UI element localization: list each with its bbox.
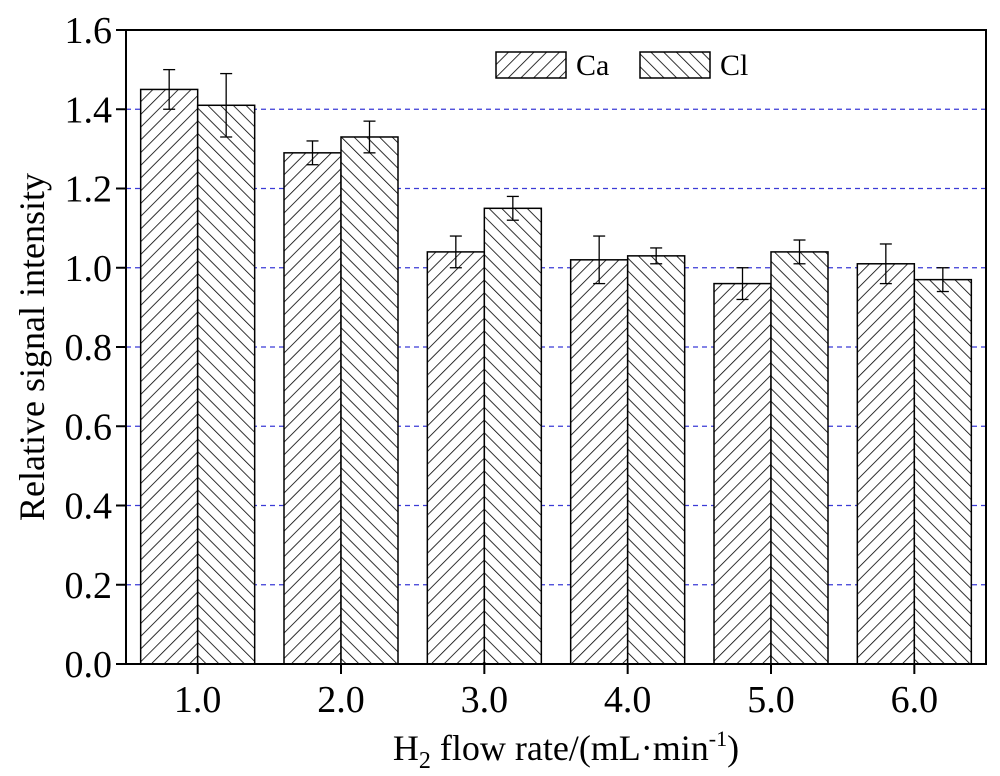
y-tick-label: 0.4 (65, 486, 113, 528)
x-tick-label: 3.0 (461, 679, 509, 721)
y-tick-label: 0.2 (65, 565, 113, 607)
bar-ca (569, 259, 629, 665)
bar-ca (139, 88, 199, 665)
bar-ca (713, 282, 772, 665)
legend-swatch-cl (639, 51, 711, 79)
x-axis-title-subscript: 2 (419, 748, 431, 774)
bar-cl (483, 207, 543, 665)
legend: Ca Cl (495, 49, 748, 82)
x-axis-title-main: H (393, 728, 419, 768)
y-axis: 0.0 0.2 0.4 0.6 0.8 1.0 1.2 1.4 1.6 (65, 10, 126, 686)
error-bars (163, 68, 949, 301)
bar-ca (856, 263, 916, 665)
bars (139, 88, 973, 665)
y-tick-label: 0.8 (65, 327, 113, 369)
x-axis-title: H2 flow rate/(mL·min-1) (393, 726, 739, 774)
x-axis-title-superscript: -1 (709, 726, 727, 751)
x-tick-label: 6.0 (891, 679, 939, 721)
x-tick-label: 2.0 (317, 679, 365, 721)
x-axis-title-rest: flow rate/(mL·min (431, 728, 709, 768)
y-tick-label: 1.6 (65, 10, 113, 52)
x-tick-label: 4.0 (604, 679, 652, 721)
legend-label-ca: Ca (576, 49, 609, 82)
legend-label-cl: Cl (720, 49, 748, 82)
y-tick-label: 0.0 (65, 644, 113, 686)
x-tick-label: 1.0 (174, 679, 222, 721)
y-tick-label: 0.6 (65, 406, 113, 448)
bar-cl (770, 251, 829, 665)
y-tick-label: 1.2 (65, 169, 113, 211)
bar-cl (913, 278, 973, 665)
bar-cl (626, 255, 686, 665)
x-axis-title-end: ) (727, 728, 739, 768)
y-tick-label: 1.4 (65, 89, 113, 131)
y-axis-title: Relative signal intensity (12, 173, 52, 521)
bar-ca (283, 152, 342, 665)
bar-cl (340, 136, 399, 665)
y-tick-label: 1.0 (65, 248, 113, 290)
x-tick-label: 5.0 (747, 679, 795, 721)
bar-ca (426, 251, 486, 665)
bar-cl (196, 104, 256, 665)
legend-swatch-ca (495, 51, 567, 79)
x-axis: 1.0 2.0 3.0 4.0 5.0 6.0 (174, 664, 938, 721)
